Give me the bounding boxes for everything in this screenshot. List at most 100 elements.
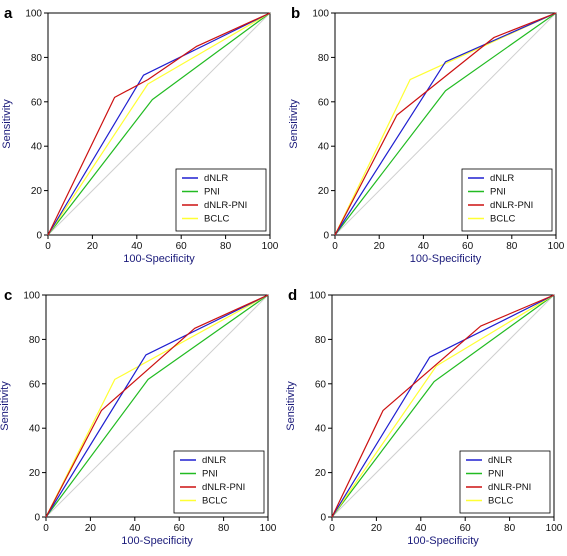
series-line-dnlr (47, 12, 271, 236)
panel-letter: d (288, 287, 297, 304)
x-tick-label: 80 (218, 523, 230, 534)
y-axis-title: Sensitivity (285, 381, 297, 431)
legend-label-dnlr-pni: dNLR-PNI (204, 200, 247, 211)
x-axis-title: 100-Specificity (407, 535, 479, 547)
legend-label-pni: PNI (490, 187, 506, 198)
legend-label-bclc: BCLC (202, 496, 227, 507)
legend-label-dnlr-pni: dNLR-PNI (202, 482, 245, 493)
x-tick-label: 60 (460, 523, 472, 534)
panel-letter: a (4, 5, 13, 22)
chart-panel-c: c 0 20 40 60 80 100 0 20 40 60 80 100 100-Specificity… (0, 287, 277, 547)
panel-letter: b (291, 5, 300, 22)
y-tick-label: 60 (318, 97, 330, 108)
y-tick-label: 40 (318, 142, 330, 153)
x-tick-label: 100 (546, 523, 563, 534)
legend: dNLR PNI dNLR-PNI BCLC (173, 450, 265, 514)
legend-label-dnlr-pni: dNLR-PNI (490, 200, 533, 211)
x-tick-label: 20 (87, 241, 99, 252)
y-tick-label: 100 (23, 291, 40, 302)
plot-frame (45, 294, 269, 518)
plot-frame (331, 294, 555, 518)
legend-box (461, 168, 553, 232)
chart-panel-b: b 0 20 40 60 80 100 0 20 40 60 80 100 100-Specificity… (288, 5, 565, 265)
plot-frame (334, 12, 557, 236)
x-tick-label: 40 (418, 241, 430, 252)
plot-frame (47, 12, 271, 236)
y-tick-label: 20 (31, 186, 43, 197)
series-line-dnlr (45, 294, 269, 518)
x-tick-label: 80 (220, 241, 232, 252)
legend-label-dnlr: dNLR (204, 173, 228, 184)
legend-label-bclc: BCLC (204, 214, 229, 225)
legend-label-pni: PNI (202, 469, 218, 480)
chart-panel-a: a 0 20 40 60 80 100 0 20 40 60 80 100 100-Specificity… (1, 5, 279, 265)
x-tick-label: 0 (332, 241, 338, 252)
panel-letter: c (4, 287, 12, 304)
x-tick-label: 0 (329, 523, 335, 534)
reference-diagonal (45, 294, 269, 518)
x-tick-label: 60 (462, 241, 474, 252)
series-line-pni (331, 294, 555, 518)
series-line-bclc (45, 294, 269, 518)
y-tick-label: 20 (315, 468, 327, 479)
legend-label-dnlr: dNLR (490, 173, 514, 184)
x-tick-label: 100 (548, 241, 565, 252)
legend-label-dnlr-pni: dNLR-PNI (488, 482, 531, 493)
legend-box (175, 168, 267, 232)
x-axis-title: 100-Specificity (121, 535, 193, 547)
x-tick-label: 0 (43, 523, 49, 534)
y-tick-label: 0 (36, 231, 42, 242)
x-tick-label: 60 (174, 523, 186, 534)
y-tick-label: 0 (34, 513, 40, 524)
y-axis-title: Sensitivity (1, 99, 13, 149)
series-line-dnlr (331, 294, 555, 518)
series-line-pni (45, 294, 269, 518)
x-tick-label: 80 (504, 523, 516, 534)
y-tick-label: 60 (29, 379, 41, 390)
x-axis-title: 100-Specificity (410, 253, 482, 265)
series-line-dnlr-pni (331, 294, 555, 518)
legend-label-dnlr: dNLR (488, 455, 512, 466)
x-tick-label: 100 (260, 523, 277, 534)
x-tick-label: 40 (131, 241, 143, 252)
y-tick-label: 60 (315, 379, 327, 390)
reference-diagonal (334, 12, 557, 236)
legend: dNLR PNI dNLR-PNI BCLC (461, 168, 553, 232)
series-line-pni (47, 12, 271, 236)
x-axis-title: 100-Specificity (123, 253, 195, 265)
legend-label-bclc: BCLC (488, 496, 513, 507)
x-tick-label: 20 (371, 523, 383, 534)
reference-diagonal (331, 294, 555, 518)
chart-panel-d: d 0 20 40 60 80 100 0 20 40 60 80 100 100-Specificity… (285, 287, 563, 547)
y-axis-title: Sensitivity (0, 381, 11, 431)
y-tick-label: 40 (29, 424, 41, 435)
y-tick-label: 80 (315, 335, 327, 346)
series-line-bclc (331, 294, 555, 518)
legend-label-dnlr: dNLR (202, 455, 226, 466)
y-tick-label: 80 (31, 53, 43, 64)
y-tick-label: 40 (315, 424, 327, 435)
x-tick-label: 20 (374, 241, 386, 252)
series-line-pni (334, 12, 557, 236)
x-tick-label: 60 (176, 241, 188, 252)
x-tick-label: 80 (506, 241, 518, 252)
y-tick-label: 20 (318, 186, 330, 197)
y-tick-label: 20 (29, 468, 41, 479)
series-line-bclc (334, 12, 557, 236)
legend-box (173, 450, 265, 514)
series-line-dnlr-pni (47, 12, 271, 236)
series-line-dnlr-pni (45, 294, 269, 518)
y-tick-label: 60 (31, 97, 43, 108)
reference-diagonal (47, 12, 271, 236)
y-tick-label: 100 (25, 9, 42, 20)
y-tick-label: 100 (309, 291, 326, 302)
series-line-dnlr-pni (334, 12, 557, 236)
y-axis-title: Sensitivity (288, 99, 300, 149)
y-tick-label: 100 (312, 9, 329, 20)
series-line-bclc (47, 12, 271, 236)
series-line-dnlr (334, 12, 557, 236)
legend-box (459, 450, 551, 514)
y-tick-label: 40 (31, 142, 43, 153)
legend-label-bclc: BCLC (490, 214, 515, 225)
